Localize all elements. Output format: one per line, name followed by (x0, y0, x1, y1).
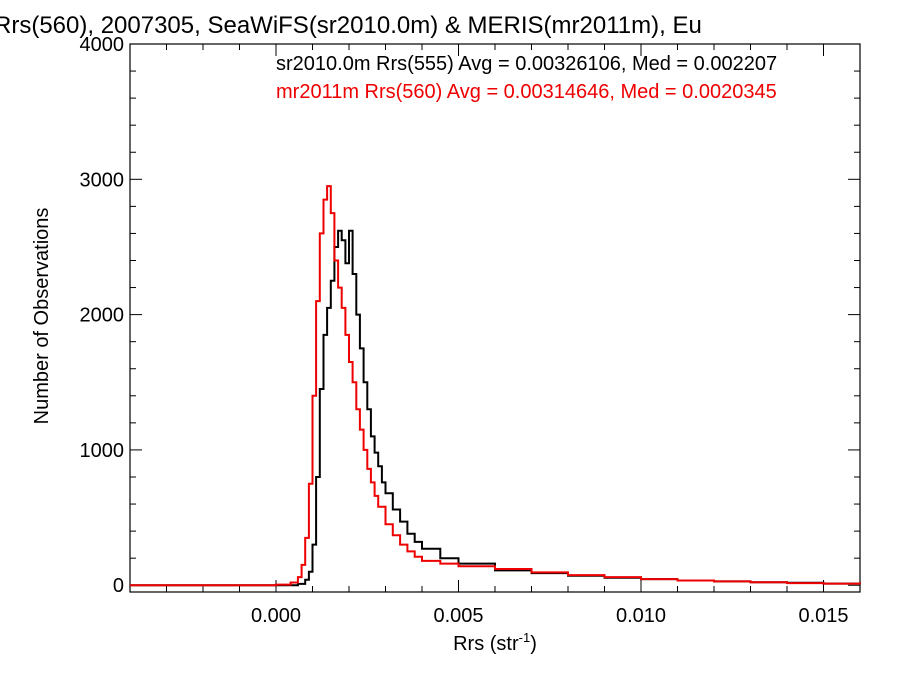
y-tick-label: 2000 (80, 305, 125, 327)
x-axis-label: Rrs (str-1) (453, 630, 537, 655)
series-line-sr2010 (130, 229, 861, 587)
x-tick-label: 0.000 (251, 605, 301, 627)
chart-title: Rrs(560), 2007305, SeaWiFS(sr2010.0m) & … (0, 12, 702, 39)
y-tick-label: 1000 (80, 440, 125, 462)
plot-frame (129, 43, 861, 593)
axis-ticks: 0.000 0.005 0.010 0.015 0 1000 2000 3000 4000 (80, 34, 861, 627)
y-tick-label: 4000 (80, 34, 125, 56)
x-tick-label: 0.010 (616, 605, 666, 627)
y-tick-label: 0 (113, 575, 124, 597)
series-line-mr2011m (130, 185, 861, 587)
data-series (130, 185, 861, 587)
x-tick-label: 0.015 (798, 605, 848, 627)
legend-entry-red: mr2011m Rrs(560) Avg = 0.00314646, Med =… (276, 81, 777, 103)
x-tick-label: 0.005 (433, 605, 483, 627)
legend-entry-black: sr2010.0m Rrs(555) Avg = 0.00326106, Med… (276, 53, 777, 75)
y-axis-label: Number of Observations (31, 208, 53, 425)
y-tick-label: 3000 (80, 169, 125, 191)
